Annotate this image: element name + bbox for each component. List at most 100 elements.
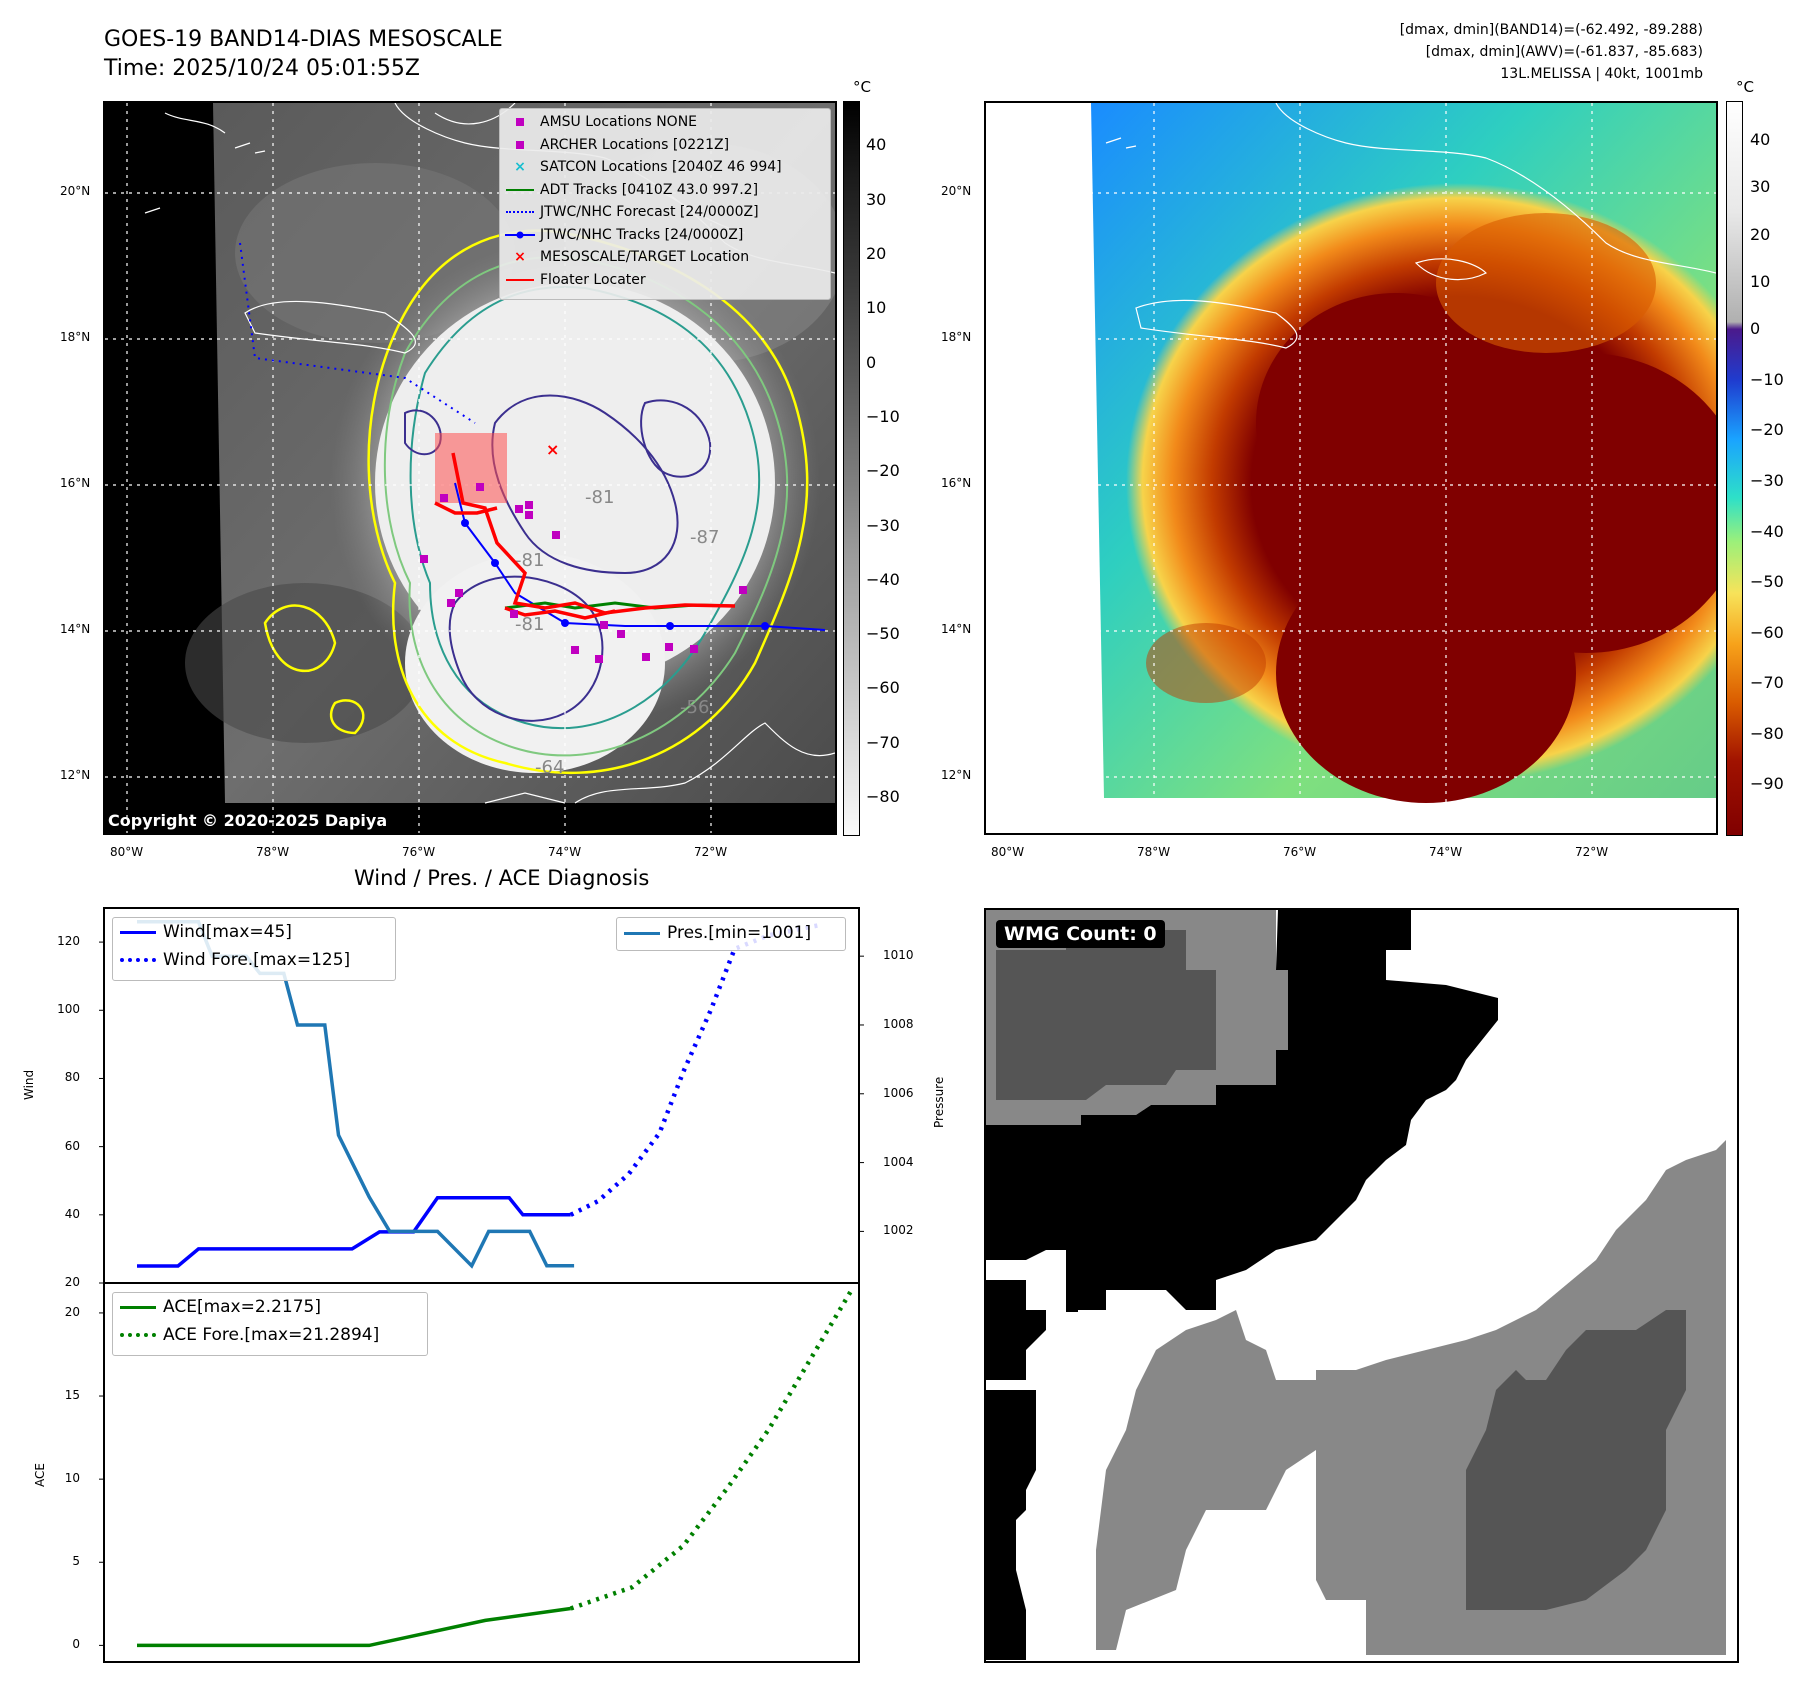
colorbar-tick-label: −20 (1750, 420, 1784, 440)
colorbar-tick-label: 40 (1750, 129, 1771, 149)
legend-label: Floater Locater (540, 271, 646, 288)
legend-label: ACE Fore.[max=21.2894] (163, 1325, 380, 1345)
legend-item-ace-forecast: ACE Fore.[max=21.2894] (113, 1321, 427, 1349)
colorbar-tick-label: 40 (866, 135, 887, 155)
lon-label: 80°W (991, 845, 1025, 859)
contour-label: -81 (515, 550, 544, 571)
lon-label: 72°W (1575, 845, 1609, 859)
colorbar-tick-label: −40 (1750, 521, 1784, 541)
cold-cloud-contour-core (404, 394, 712, 722)
ace-tick-label: 15 (64, 1388, 80, 1403)
ace-tick-label: 20 (64, 1304, 80, 1319)
legend-item-amsu: AMSU Locations NONE (500, 111, 830, 134)
legend-dotted-line-icon (113, 958, 163, 962)
colorbar-tick-label: −20 (866, 461, 900, 481)
wind-tick-label: 120 (57, 934, 80, 949)
wind-axis-label: Wind (22, 1069, 36, 1100)
wind-tick-label: 80 (64, 1070, 80, 1085)
lat-label: 18°N (941, 330, 972, 344)
awv-map-panel (984, 101, 1718, 835)
lon-label: 74°W (548, 845, 582, 859)
legend-label: ARCHER Locations [0221Z] (540, 136, 730, 153)
ace-axis-label: ACE (33, 1463, 47, 1487)
mesoscale-target-marker: × (546, 440, 559, 459)
wmg-grid-image (986, 910, 1737, 1661)
legend-line-icon (500, 278, 540, 281)
legend-line-icon (113, 1305, 163, 1309)
colorbar-tick-label: −80 (866, 786, 900, 806)
contour-label: -64 (535, 757, 564, 778)
wind-tick-label: 60 (64, 1138, 80, 1153)
colorbar-tick-label: −30 (866, 515, 900, 535)
legend-label: AMSU Locations NONE (540, 114, 698, 131)
lon-label: 76°W (402, 845, 436, 859)
contour-label: -87 (690, 527, 719, 548)
lat-label: 12°N (941, 768, 972, 782)
colorbar-tick-label: −60 (1750, 622, 1784, 642)
lon-label: 76°W (1283, 845, 1317, 859)
legend-dotted-line-icon (113, 1333, 163, 1337)
wind-legend: Wind[max=45] Wind Fore.[max=125] (112, 917, 396, 981)
info-band14-range: [dmax, dmin](BAND14)=(-62.492, -89.288) (1399, 22, 1703, 38)
legend-label: JTWC/NHC Forecast [24/0000Z] (540, 204, 759, 221)
lon-label: 74°W (1429, 845, 1463, 859)
legend-line-icon (617, 931, 667, 935)
legend-label: ACE[max=2.2175] (163, 1297, 321, 1317)
best-track-points (461, 519, 769, 630)
contour-label: -56 (680, 697, 709, 718)
legend-item-archer: ARCHER Locations [0221Z] (500, 134, 830, 157)
legend-item-wind: Wind[max=45] (113, 918, 395, 946)
legend-line-icon (113, 930, 163, 934)
colorbar-tick-label: −10 (1750, 369, 1784, 389)
pressure-tick-label: 1006 (883, 1085, 914, 1100)
colorbar-tick-label: −60 (866, 678, 900, 698)
colorbar-tick-label: −90 (1750, 774, 1784, 794)
colorbar-unit: °C (853, 78, 871, 96)
lon-label: 78°W (256, 845, 290, 859)
wmg-count-badge: WMG Count: 0 (996, 920, 1165, 948)
ace-tick-label: 0 (72, 1637, 80, 1652)
legend-item-mesoscale: × MESOSCALE/TARGET Location (500, 246, 830, 269)
lat-label: 18°N (60, 330, 91, 344)
colorbar-tick-label: −50 (866, 624, 900, 644)
legend-item-floater: Floater Locater (500, 269, 830, 292)
legend-line-icon (500, 188, 540, 191)
legend-item-forecast: JTWC/NHC Forecast [24/0000Z] (500, 201, 830, 224)
colorbar-tick-label: 0 (1750, 319, 1761, 339)
wind-tick-label: 100 (57, 1002, 80, 1017)
colorbar-tick-label: −10 (866, 406, 900, 426)
lat-label: 20°N (941, 184, 972, 198)
copyright-text: Copyright © 2020-2025 Dapiya (108, 811, 388, 830)
ace-forecast-line (569, 1290, 853, 1611)
legend-label: MESOSCALE/TARGET Location (540, 249, 750, 266)
legend-item-adt: ADT Tracks [0410Z 43.0 997.2] (500, 179, 830, 202)
legend-line-dot-icon (500, 230, 540, 240)
contour-label: -81 (585, 487, 614, 508)
legend-square-icon (500, 140, 540, 149)
legend-label: ADT Tracks [0410Z 43.0 997.2] (540, 181, 759, 198)
map-legend: AMSU Locations NONE ARCHER Locations [02… (499, 108, 831, 300)
colorbar-tick-label: 30 (866, 189, 887, 209)
lat-label: 12°N (60, 768, 91, 782)
wind-line (137, 1196, 571, 1268)
ace-legend: ACE[max=2.2175] ACE Fore.[max=21.2894] (112, 1292, 428, 1356)
contour-labels: -81 -81 -87 -81 -64 -56 (515, 487, 719, 778)
lat-label: 16°N (60, 476, 91, 490)
archer-points (420, 483, 747, 663)
lat-label: 14°N (941, 622, 972, 636)
legend-x-icon: × (514, 249, 526, 266)
colorbar-unit: °C (1736, 78, 1754, 96)
colorbar-tick-label: 0 (866, 352, 877, 372)
legend-item-tracks: JTWC/NHC Tracks [24/0000Z] (500, 224, 830, 247)
awv-colorbar (1726, 101, 1743, 836)
colorbar-tick-label: −80 (1750, 723, 1784, 743)
colorbar-tick-label: 10 (866, 298, 887, 318)
colorbar-tick-label: −70 (1750, 673, 1784, 693)
lon-label: 80°W (110, 845, 144, 859)
chart-title: GOES-19 BAND14-DIAS MESOSCALE (104, 27, 503, 52)
chart-time: Time: 2025/10/24 05:01:55Z (104, 56, 420, 81)
info-awv-range: [dmax, dmin](AWV)=(-61.837, -85.683) (1425, 44, 1703, 60)
colorbar-tick-label: 20 (1750, 224, 1771, 244)
lon-label: 78°W (1137, 845, 1171, 859)
ace-plot-area (99, 1290, 853, 1648)
